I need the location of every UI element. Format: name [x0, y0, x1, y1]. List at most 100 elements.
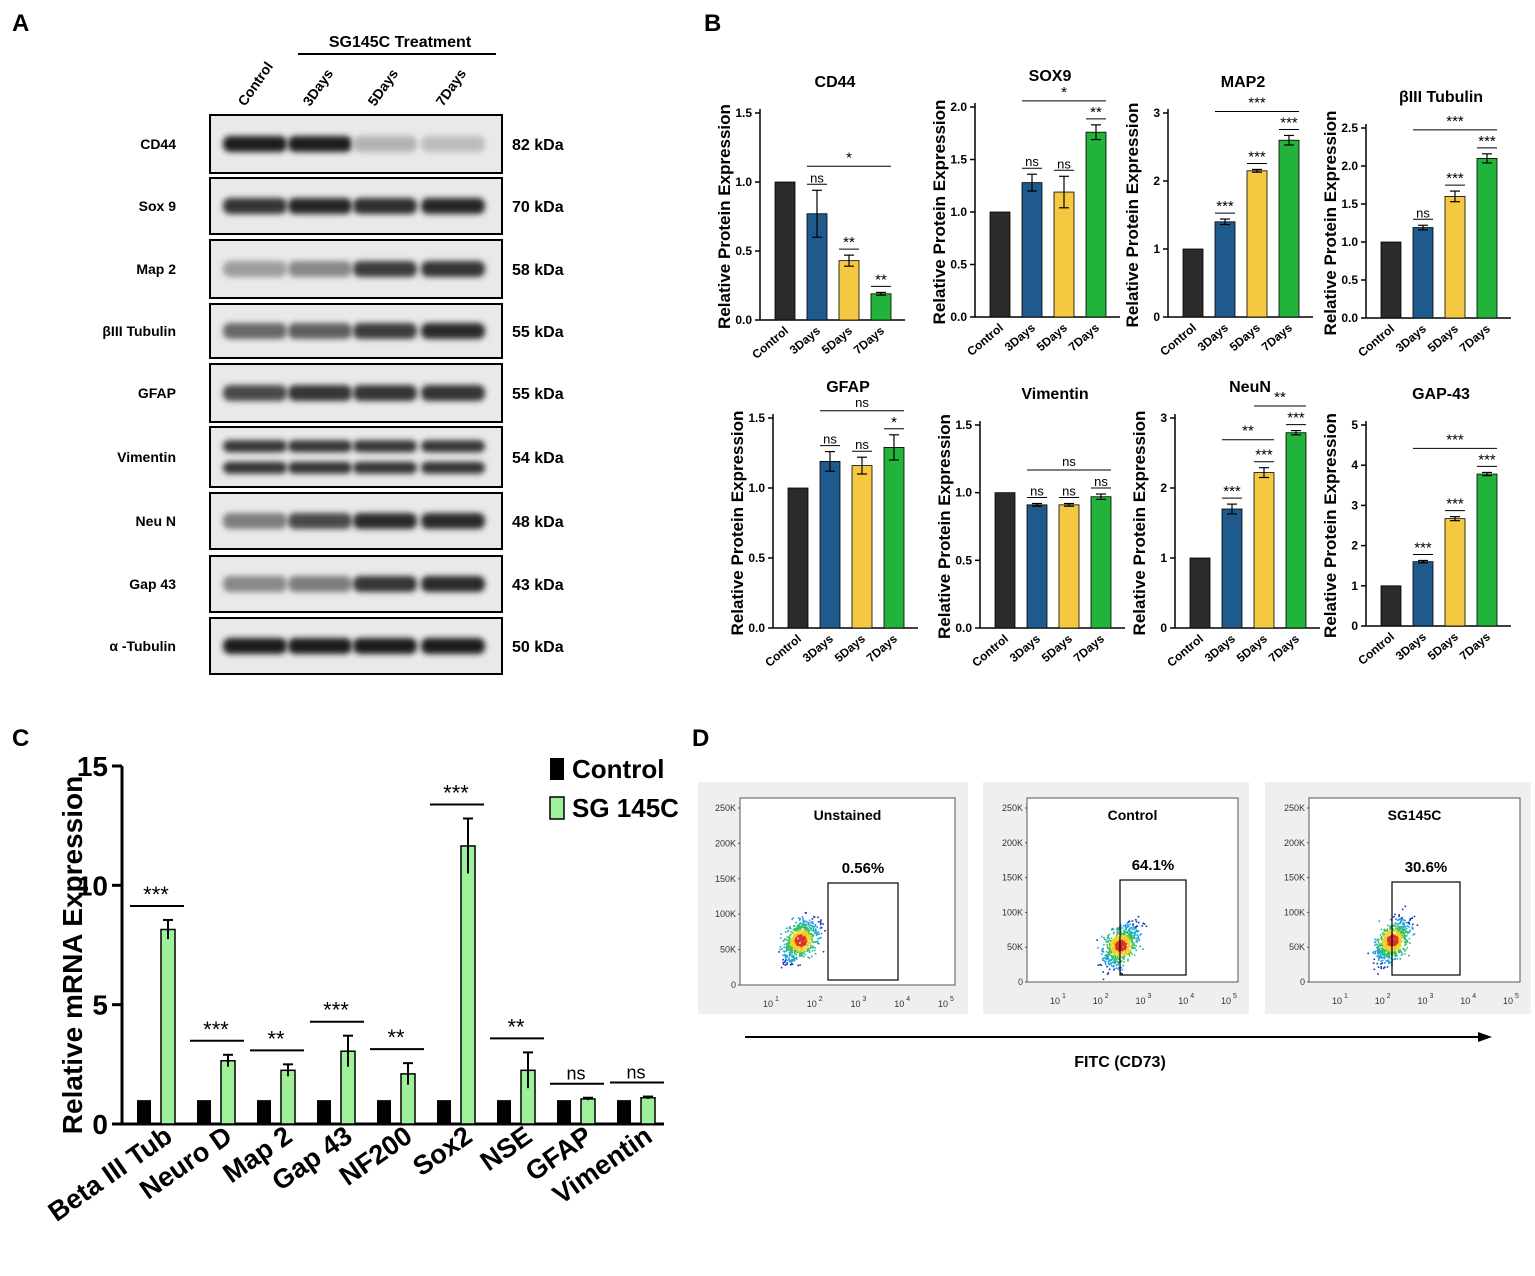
flow-event	[805, 935, 807, 937]
flow-event	[1113, 939, 1116, 941]
flow-event	[790, 941, 792, 943]
flow-event	[1115, 958, 1118, 961]
flow-event	[1382, 956, 1384, 959]
flow-event	[1394, 925, 1397, 927]
flow-event	[812, 945, 814, 948]
flow-event	[779, 948, 782, 951]
flow-event	[1110, 944, 1112, 947]
blot-band	[223, 513, 287, 529]
flow-event	[1398, 915, 1400, 918]
flow-event	[802, 939, 805, 942]
flow-event	[1387, 940, 1389, 942]
flow-event	[812, 941, 814, 944]
flow-event	[1387, 944, 1389, 947]
flow-event	[802, 921, 805, 923]
flow-event	[1111, 958, 1114, 960]
flow-event	[805, 926, 808, 929]
flow-event	[1114, 936, 1116, 939]
protein-label: Sox 9	[139, 198, 177, 214]
flow-event	[1394, 941, 1397, 943]
flow-event	[1136, 925, 1138, 927]
flow-event	[805, 933, 807, 936]
flow-event	[810, 922, 813, 924]
flow-y-tick-label: 0	[731, 980, 736, 990]
flow-event	[1109, 945, 1112, 948]
flow-event	[1132, 932, 1134, 934]
flow-event	[1398, 951, 1401, 954]
flow-event	[1378, 945, 1381, 947]
flow-event	[788, 957, 790, 959]
flow-event	[1118, 944, 1121, 946]
flow-event	[1124, 935, 1127, 938]
flow-event	[1137, 930, 1140, 932]
flow-event	[1106, 944, 1108, 946]
flow-event	[1112, 961, 1114, 963]
flow-event	[804, 933, 806, 935]
flow-event	[1120, 927, 1122, 930]
kda-label: 50 kDa	[512, 639, 564, 656]
flow-event	[1387, 934, 1389, 937]
flow-event	[1109, 946, 1111, 949]
flow-event	[1115, 959, 1117, 962]
flow-event	[791, 959, 794, 961]
flow-event	[1380, 956, 1383, 958]
flow-event	[820, 936, 822, 939]
flow-event	[1125, 947, 1127, 949]
flow-event	[1380, 963, 1382, 965]
flow-event	[790, 945, 793, 948]
flow-event	[820, 919, 822, 921]
flow-event	[1413, 933, 1416, 935]
flow-event	[1394, 947, 1397, 949]
flow-event	[1382, 948, 1384, 950]
flow-event	[797, 941, 799, 943]
flow-event	[1376, 962, 1379, 965]
y-tick-label: 3	[1153, 106, 1160, 120]
flow-event	[1131, 940, 1134, 943]
y-tick-label: 2.0	[1341, 159, 1358, 173]
flow-event	[1407, 923, 1410, 925]
flow-event	[1394, 939, 1396, 942]
flow-event	[1396, 941, 1398, 944]
flow-event	[816, 933, 818, 935]
flow-event	[1386, 954, 1389, 957]
flow-event	[787, 948, 789, 950]
flow-event	[810, 937, 812, 940]
flow-event	[791, 933, 794, 935]
flow-event	[1124, 942, 1126, 945]
flow-event	[1133, 926, 1135, 929]
flow-event	[818, 933, 821, 935]
flow-event	[1108, 943, 1111, 946]
fitc-axis-label: FITC (CD73)	[1074, 1054, 1166, 1071]
blot-band	[421, 323, 485, 339]
flow-event	[1386, 930, 1388, 932]
flow-event	[816, 940, 819, 943]
flow-event	[789, 954, 791, 957]
flow-event	[1382, 944, 1385, 946]
flow-event	[1405, 922, 1408, 924]
blot-band	[288, 576, 352, 592]
flow-event	[1121, 950, 1124, 952]
flow-event	[1115, 967, 1118, 969]
flow-event	[1129, 930, 1131, 933]
flow-event	[1383, 957, 1386, 960]
flow-event	[1118, 948, 1120, 951]
flow-event	[781, 948, 783, 950]
flow-event	[814, 941, 816, 943]
flow-event	[1110, 959, 1113, 961]
flow-event	[812, 922, 814, 925]
flow-event	[1379, 952, 1381, 955]
y-tick-label: 1.0	[748, 481, 765, 495]
flow-event	[1125, 946, 1127, 948]
bar	[1380, 241, 1402, 319]
flow-event	[1372, 951, 1375, 953]
flow-x-tick-label: 10	[1460, 996, 1470, 1006]
flow-event	[780, 966, 783, 969]
flow-event	[1387, 948, 1390, 950]
flow-event	[1396, 927, 1398, 930]
y-tick-label: 0	[1351, 619, 1358, 633]
flow-event	[810, 933, 813, 936]
flow-event	[814, 931, 817, 933]
flow-event	[1412, 923, 1414, 926]
bracket-label: *	[846, 149, 852, 166]
